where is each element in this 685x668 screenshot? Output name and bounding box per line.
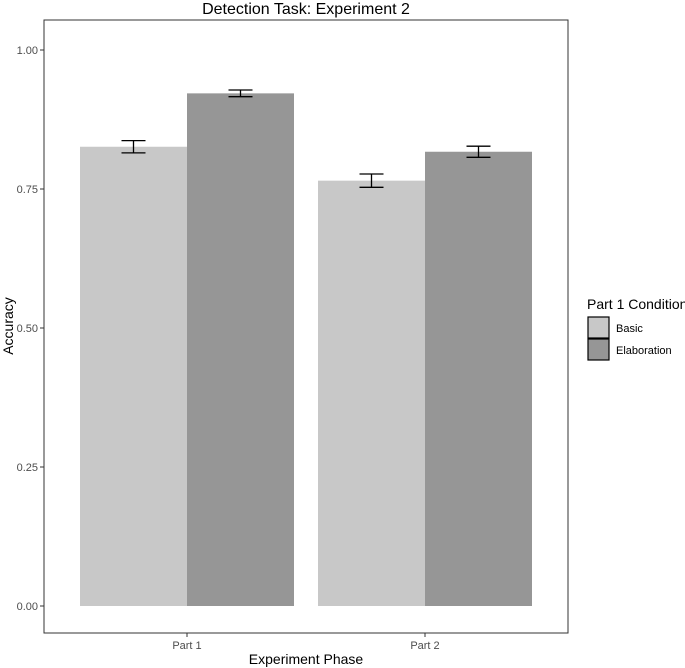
- y-tick-label: 1.00: [17, 45, 38, 57]
- error-bar: [121, 139, 146, 154]
- x-tick-label: Part 1: [172, 640, 201, 652]
- chart-title: Detection Task: Experiment 2: [202, 1, 410, 18]
- legend-swatch-elaboration: [587, 338, 610, 361]
- legend-swatch-basic: [587, 316, 610, 339]
- y-tick-label: 0.50: [17, 323, 38, 335]
- bar-basic-part-1: [80, 146, 187, 606]
- bar-elaboration-part-1: [187, 93, 294, 607]
- legend-title: Part 1 Condition: [587, 296, 685, 312]
- bar-basic-part-2: [318, 180, 425, 606]
- error-bar: [359, 173, 384, 188]
- y-tick-label: 0.25: [17, 462, 38, 474]
- legend-label-elaboration: Elaboration: [616, 345, 672, 357]
- x-tick-label: Part 2: [410, 640, 439, 652]
- error-bar: [466, 145, 491, 158]
- bars: [80, 93, 532, 607]
- error-bars: [121, 89, 491, 188]
- x-axis: Part 1 Part 2: [172, 633, 440, 652]
- error-bar: [228, 89, 253, 98]
- y-tick-label: 0.75: [17, 184, 38, 196]
- bar-elaboration-part-2: [425, 151, 532, 607]
- y-axis-title: Accuracy: [0, 297, 16, 355]
- legend: Part 1 Condition Basic Elaboration: [587, 296, 685, 361]
- x-axis-title: Experiment Phase: [249, 651, 364, 667]
- y-tick-label: 0.00: [17, 601, 38, 613]
- legend-label-basic: Basic: [616, 323, 643, 335]
- y-axis: 0.00 0.25 0.50 0.75 1.00: [17, 45, 44, 613]
